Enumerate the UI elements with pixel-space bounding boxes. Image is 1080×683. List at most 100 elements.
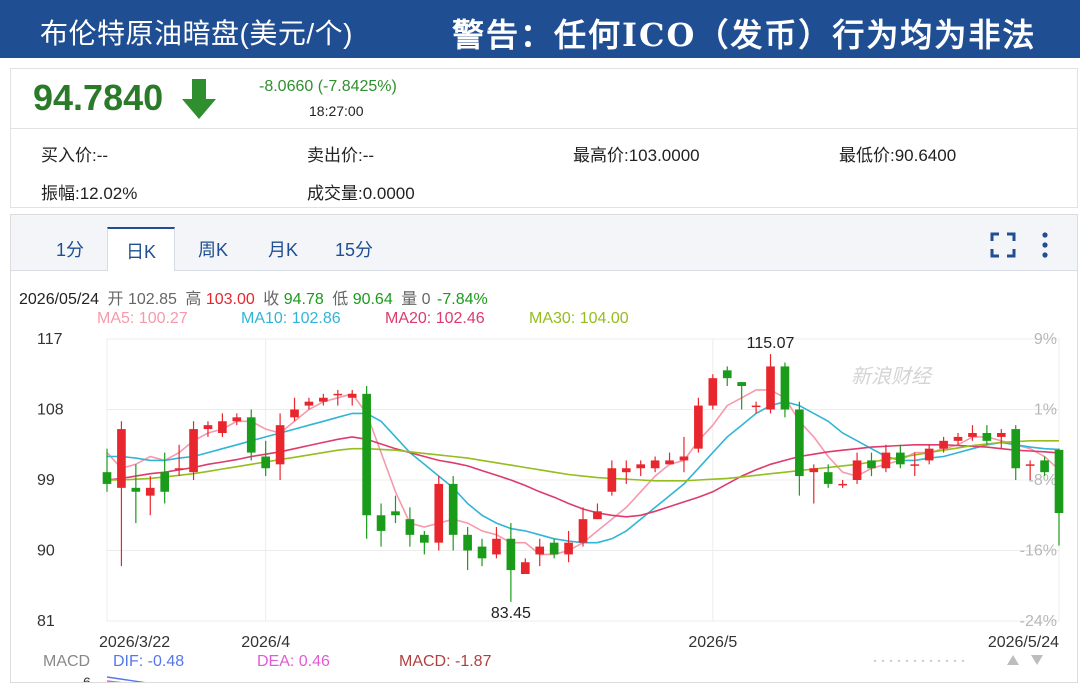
candle-body (766, 366, 775, 410)
candle-body (218, 421, 227, 433)
candle-body (650, 460, 660, 469)
candle-body (477, 546, 487, 559)
candle-body (261, 456, 270, 469)
y-tick-label: 99 (37, 472, 55, 489)
scroll-up-icon (1007, 655, 1019, 665)
tab-1min[interactable]: 1分 (55, 240, 84, 260)
candle-body (665, 460, 674, 465)
y-tick-label: 108 (37, 402, 64, 419)
candle-body (1025, 464, 1035, 466)
ma30-legend: MA30: 104.00 (529, 310, 629, 327)
candle-body (968, 433, 977, 437)
y-tick-label: 81 (37, 613, 55, 630)
candle-body (347, 393, 357, 398)
info-close: 94.78 (283, 291, 324, 308)
candle-body (535, 546, 545, 555)
tab-15min[interactable]: 15分 (334, 240, 374, 260)
candle-body (174, 468, 184, 470)
macd-dif: DIF: -0.48 (113, 653, 185, 670)
y-pct-tick-label: -24% (1020, 613, 1057, 630)
scroll-dot (953, 659, 957, 663)
info-close-label: 收 (263, 291, 280, 308)
y-pct-tick-label: -8% (1029, 472, 1057, 489)
y-pct-tick-label: 9% (1034, 331, 1057, 348)
candle-body (549, 542, 559, 555)
candle-body (607, 468, 617, 492)
bid-price: 买入价:-- (41, 146, 109, 165)
candle-body (751, 405, 761, 408)
candle-body (823, 472, 833, 484)
price-change: -8.0660 (-7.8425%) (259, 78, 397, 95)
macd-dif-line (106, 676, 146, 682)
candle-body (290, 409, 299, 418)
instrument-title: 布伦特原油暗盘(美元/个) (40, 18, 353, 49)
y-tick-label: 117 (37, 331, 63, 348)
tab-daily[interactable]: 日K (107, 227, 175, 271)
candle-body (275, 425, 285, 465)
candle-body (881, 452, 891, 469)
candle-body (910, 464, 920, 466)
chart-panel: 1分 日K 周K 月K 15分 2026/05/24 开 102.85 高 10… (10, 214, 1078, 683)
scroll-dot (937, 659, 941, 663)
tab-monthly[interactable]: 月K (267, 240, 298, 260)
info-low-label: 低 (332, 291, 349, 308)
more-options-icon[interactable] (1039, 231, 1051, 259)
candle-body (621, 468, 631, 473)
candle-body (420, 534, 429, 543)
info-low: 90.64 (352, 291, 393, 308)
max-annotation: 115.07 (747, 335, 795, 352)
candle-body (780, 366, 790, 410)
candle-body (117, 429, 126, 488)
scroll-dot (905, 659, 909, 663)
macd-dea: DEA: 0.46 (257, 653, 330, 670)
title-banner: 布伦特原油暗盘(美元/个) 警告：任何ICO（发币）行为均为非法 (0, 0, 1080, 58)
candle-body (246, 417, 256, 453)
candle-body (333, 393, 343, 396)
candle-body (376, 515, 386, 531)
scroll-dot (881, 659, 885, 663)
high-price: 最高价:103.0000 (573, 146, 700, 165)
candle-body (1011, 429, 1021, 469)
candle-body (982, 433, 992, 441)
macd-value: MACD: -1.87 (399, 653, 492, 670)
last-price: 94.7840 (33, 77, 164, 118)
candle-body (722, 370, 732, 379)
candle-info: 2026/05/24 开 102.85 高 103.00 收 94.78 低 9… (19, 285, 488, 309)
candle-body (838, 483, 847, 486)
candle-body (391, 511, 400, 516)
candle-body (852, 460, 862, 480)
candle-body (737, 382, 746, 386)
fullscreen-icon[interactable] (989, 231, 1017, 259)
ma20-legend: MA20: 102.46 (385, 310, 485, 327)
candle-body (232, 417, 242, 422)
scroll-dot (889, 659, 893, 663)
candle-body (520, 562, 530, 574)
candle-body (679, 456, 689, 461)
volume: 成交量:0.0000 (307, 184, 415, 203)
candle-body (131, 487, 141, 492)
info-high-label: 高 (185, 291, 202, 308)
x-tick-label: 2026/3/22 (99, 634, 170, 651)
x-tick-label: 2026/4 (241, 634, 290, 651)
info-vol-label: 量 (401, 291, 418, 308)
candle-body (362, 393, 371, 516)
y-pct-tick-label: 1% (1034, 402, 1057, 419)
period-tabs: 1分 日K 周K 月K 15分 (11, 215, 1077, 271)
quote-time: 18:27:00 (309, 103, 364, 119)
macd-label: MACD (43, 653, 91, 670)
tab-weekly[interactable]: 周K (197, 240, 228, 260)
scroll-dot (897, 659, 901, 663)
kline-chart: 117 9% 108 1% 99 -8% 90 -16% 81 -24% 2026/3/22 2026… (37, 331, 1064, 682)
candle-body (189, 429, 198, 473)
candle-body (867, 460, 876, 469)
min-annotation: 83.45 (491, 605, 531, 622)
candle-body (319, 397, 328, 402)
info-high: 103.00 (205, 291, 255, 308)
candle-body (160, 472, 170, 492)
candle-body (708, 378, 718, 406)
scroll-dot (873, 659, 877, 663)
scroll-dot (945, 659, 949, 663)
candle-body (434, 483, 444, 543)
info-pct: -7.84% (437, 291, 488, 308)
candle-body (578, 519, 588, 543)
